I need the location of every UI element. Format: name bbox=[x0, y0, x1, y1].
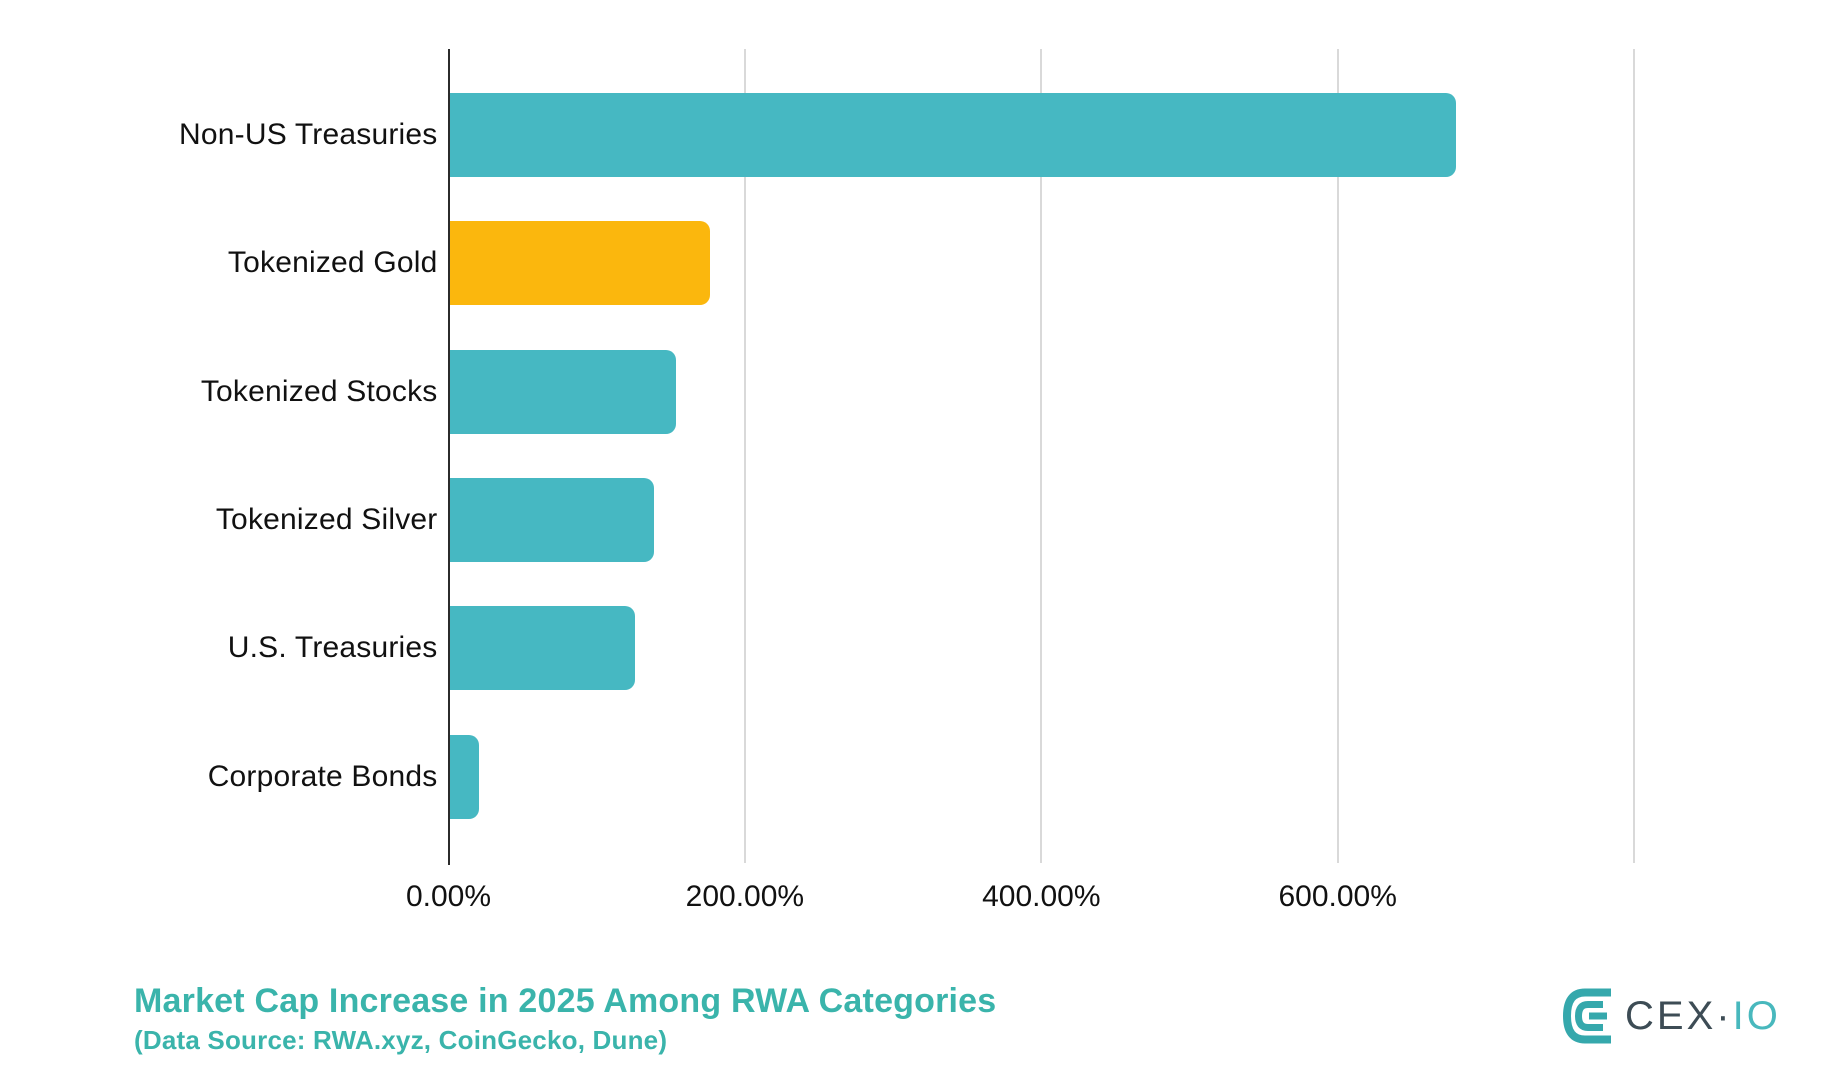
y-axis-line bbox=[447, 49, 450, 865]
category-label-non-us-treasuries: Non-US Treasuries bbox=[179, 118, 438, 151]
chart-title: Market Cap Increase in 2025 Among RWA Ca… bbox=[134, 982, 997, 1020]
gridline-400 bbox=[1040, 49, 1043, 863]
bar-tokenized-stocks bbox=[449, 349, 677, 434]
gridline-600 bbox=[1336, 49, 1339, 863]
chart-subtitle: (Data Source: RWA.xyz, CoinGecko, Dune) bbox=[134, 1025, 668, 1055]
category-label-tokenized-silver: Tokenized Silver bbox=[215, 502, 438, 536]
logo-text-io: IO bbox=[1732, 994, 1781, 1038]
bar-tokenized-silver bbox=[449, 477, 655, 562]
footer-titles: Market Cap Increase in 2025 Among RWA Ca… bbox=[134, 982, 996, 1056]
plot-area: Non-US Treasuries Tokenized Gold Tokenized… bbox=[179, 49, 1636, 913]
cexio-logo: CEX · IO bbox=[1563, 988, 1781, 1044]
cexio-logo-mark bbox=[1563, 988, 1611, 1044]
x-tick-label-0: 0.00% bbox=[405, 880, 492, 913]
x-tick-label-600: 600.00% bbox=[1278, 880, 1397, 913]
cexio-logo-text: CEX · IO bbox=[1625, 996, 1781, 1036]
bar-tokenized-gold bbox=[449, 221, 711, 306]
x-tick-label-400: 400.00% bbox=[982, 880, 1101, 913]
category-label-u-s-treasuries: U.S. Treasuries bbox=[227, 631, 438, 665]
x-tick-label-200: 200.00% bbox=[685, 880, 805, 913]
category-label-tokenized-gold: Tokenized Gold bbox=[227, 246, 438, 280]
gridline-200 bbox=[743, 49, 746, 863]
gridline-800 bbox=[1633, 49, 1636, 863]
bar-non-us-treasuries bbox=[449, 93, 1456, 177]
category-label-corporate-bonds: Corporate Bonds bbox=[207, 759, 438, 793]
logo-text-dot: · bbox=[1716, 994, 1733, 1038]
logo-text-cex: CEX bbox=[1625, 994, 1717, 1038]
bar-corporate-bonds bbox=[449, 734, 480, 819]
category-label-tokenized-stocks: Tokenized Stocks bbox=[200, 374, 438, 408]
bar-u-s-treasuries bbox=[449, 606, 635, 691]
